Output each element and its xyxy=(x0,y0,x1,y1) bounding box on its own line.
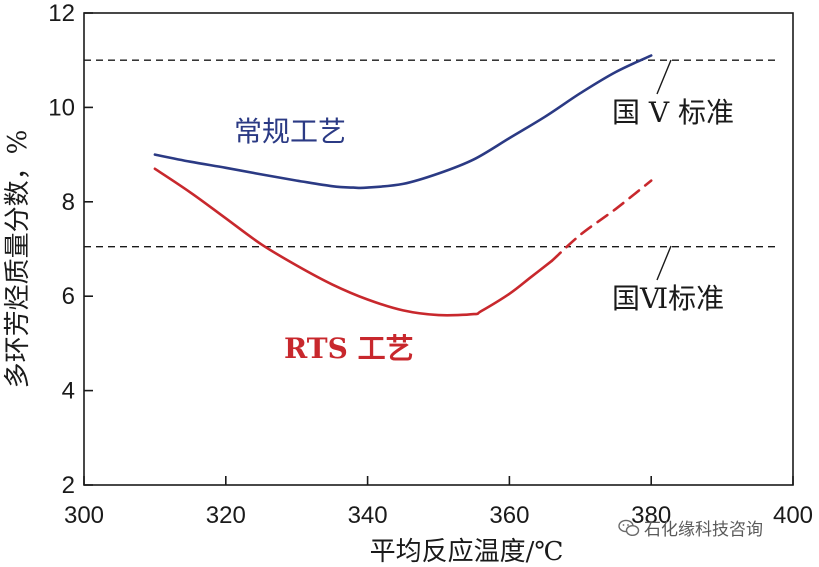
series-label-conventional: 常规工艺 xyxy=(234,115,346,148)
x-tick-label-320: 320 xyxy=(206,502,246,529)
plot-frame xyxy=(83,12,794,486)
y-tick-label-8: 8 xyxy=(62,189,75,216)
watermark-text: 石化缘科技咨询 xyxy=(644,520,763,540)
x-tick-label-340: 340 xyxy=(348,502,388,529)
reference-label-guo6: 国Ⅵ标准 xyxy=(612,282,724,315)
x-tick-label-360: 360 xyxy=(489,502,529,529)
leader-guo5 xyxy=(656,59,672,95)
series-line-2-projected xyxy=(550,179,653,263)
series-lines xyxy=(153,54,653,317)
x-tick-labels: 300 320 340 360 380 400 xyxy=(64,502,813,529)
series-label-rts: RTS 工艺 xyxy=(284,332,414,365)
leader-guo6 xyxy=(656,245,672,281)
axis-ticks xyxy=(83,12,794,486)
series-line-0 xyxy=(153,54,653,190)
y-tick-label-2: 2 xyxy=(62,472,75,499)
watermark: 石化缘科技咨询 xyxy=(618,515,763,540)
reference-leaders xyxy=(656,59,672,281)
y-tick-label-6: 6 xyxy=(62,283,75,310)
series-line-1 xyxy=(153,167,554,317)
x-tick-label-400: 400 xyxy=(773,502,813,529)
x-tick-label-300: 300 xyxy=(64,502,104,529)
x-axis-title: 平均反应温度/℃ xyxy=(370,537,564,567)
wechat-icon xyxy=(618,519,640,536)
y-tick-label-10: 10 xyxy=(48,94,75,121)
y-tick-labels: 2 4 6 8 10 12 xyxy=(48,0,75,499)
y-tick-label-12: 12 xyxy=(48,0,75,27)
reference-label-guo5: 国 V 标准 xyxy=(612,96,734,129)
x-tick-label-380: 380 xyxy=(631,502,671,529)
y-tick-label-4: 4 xyxy=(62,378,75,405)
y-axis-title: 多环芳烃质量分数，% xyxy=(3,130,33,389)
reference-lines xyxy=(84,59,778,248)
